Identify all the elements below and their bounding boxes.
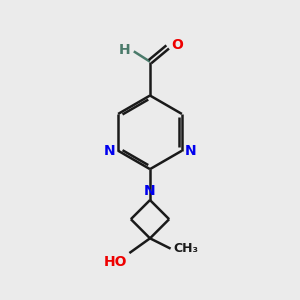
Text: N: N: [144, 184, 156, 198]
Text: HO: HO: [103, 255, 127, 269]
Text: H: H: [118, 43, 130, 57]
Text: O: O: [171, 38, 183, 52]
Text: N: N: [185, 144, 197, 158]
Text: N: N: [103, 144, 115, 158]
Text: CH₃: CH₃: [173, 242, 198, 255]
